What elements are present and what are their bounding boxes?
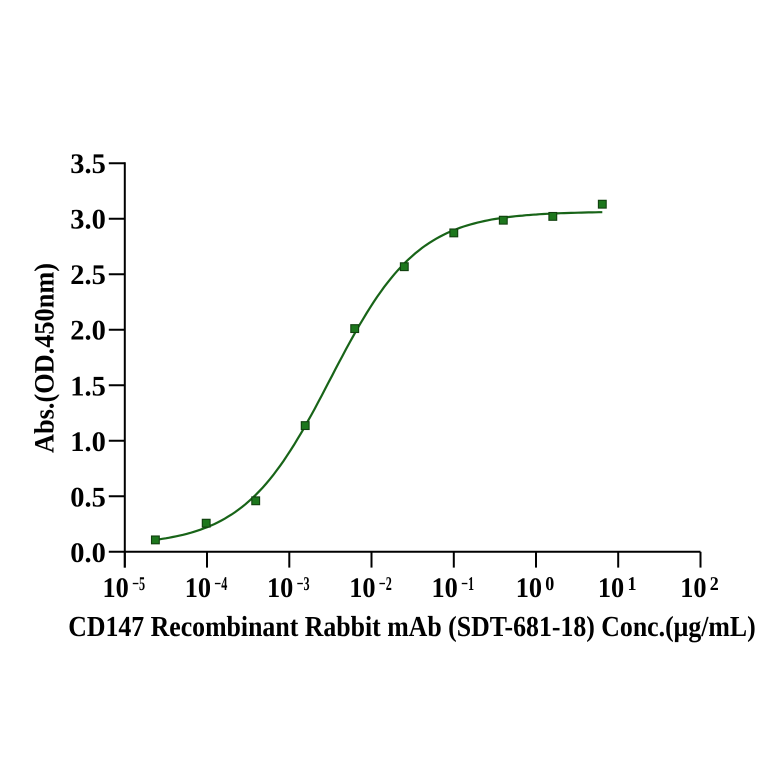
svg-text:10: 10 [432, 573, 458, 604]
svg-text:1.0: 1.0 [70, 427, 106, 458]
svg-text:10: 10 [598, 573, 624, 604]
svg-text:0: 0 [545, 574, 554, 595]
svg-text:10: 10 [103, 573, 129, 604]
svg-text:−5: −5 [132, 574, 145, 595]
svg-text:10: 10 [185, 573, 211, 604]
svg-text:10: 10 [349, 573, 375, 604]
svg-text:3.0: 3.0 [70, 205, 106, 236]
svg-text:10: 10 [516, 573, 542, 604]
svg-text:10: 10 [680, 573, 706, 604]
svg-text:2.0: 2.0 [70, 316, 106, 347]
svg-text:2.5: 2.5 [70, 260, 106, 291]
svg-text:−1: −1 [461, 574, 474, 595]
svg-text:−4: −4 [214, 574, 227, 595]
svg-text:0.0: 0.0 [70, 538, 106, 569]
svg-text:CD147 Recombinant Rabbit mAb (: CD147 Recombinant Rabbit mAb (SDT-681-18… [68, 611, 756, 643]
svg-text:0.5: 0.5 [70, 482, 106, 513]
svg-text:−2: −2 [379, 574, 392, 595]
svg-text:−3: −3 [297, 574, 310, 595]
svg-text:1: 1 [628, 574, 637, 595]
svg-text:Abs.(OD.450nm): Abs.(OD.450nm) [30, 263, 61, 453]
svg-text:1.5: 1.5 [70, 371, 106, 402]
svg-text:2: 2 [710, 574, 719, 595]
svg-text:3.5: 3.5 [70, 149, 106, 180]
svg-text:10: 10 [267, 573, 293, 604]
